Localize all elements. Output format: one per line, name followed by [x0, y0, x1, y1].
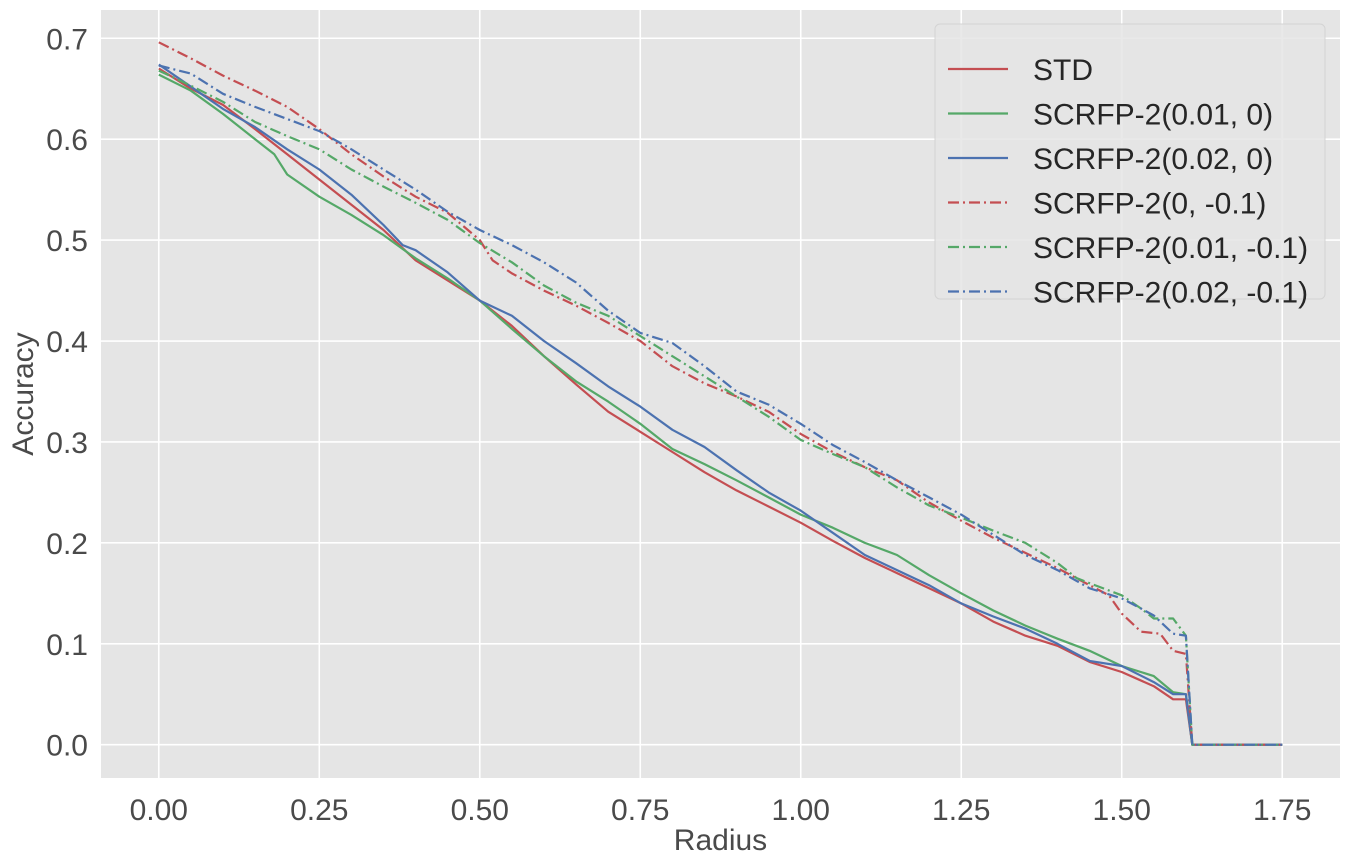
x-tick-label: 1.25: [932, 794, 990, 827]
series-line-4: [158, 41, 1283, 746]
x-tick-label: 1.50: [1093, 794, 1151, 827]
y-tick-label: 0.5: [46, 225, 88, 258]
x-tick-label: 1.75: [1253, 794, 1311, 827]
x-tick-label: 0.25: [290, 794, 348, 827]
legend-label: SCRFP-2(0.01, -0.1): [1033, 232, 1308, 265]
x-tick-label: 0.75: [611, 794, 669, 827]
y-axis-label: Accuracy: [7, 332, 40, 455]
series-line-3: [158, 63, 1283, 746]
legend-label: SCRFP-2(0.02, 0): [1033, 143, 1273, 176]
y-tick-label: 0.0: [46, 730, 88, 763]
y-tick-label: 0.1: [46, 629, 88, 662]
x-tick-label: 0.50: [451, 794, 509, 827]
x-axis-label: Radius: [674, 824, 767, 857]
x-tick-label: 0.00: [130, 794, 188, 827]
series-lines: [158, 41, 1283, 746]
y-tick-label: 0.2: [46, 528, 88, 561]
legend-label: SCRFP-2(0.02, -0.1): [1033, 277, 1308, 310]
legend-label: SCRFP-2(0.01, 0): [1033, 99, 1273, 132]
y-tick-label: 0.3: [46, 427, 88, 460]
series-line-1: [158, 67, 1283, 746]
tick-labels: 0.00 0.25 0.50 0.75 1.00 1.25 1.50 1.75 0.0 0.1 0.…: [46, 23, 1311, 827]
x-tick-label: 1.00: [772, 794, 830, 827]
y-tick-label: 0.7: [46, 23, 88, 56]
legend-label: SCRFP-2(0, -0.1): [1033, 188, 1266, 221]
legend-label: STD: [1033, 54, 1093, 87]
series-line-5: [158, 69, 1283, 746]
y-tick-label: 0.6: [46, 124, 88, 157]
legend-box: [934, 23, 1326, 300]
series-line-6: [158, 64, 1283, 746]
y-tick-label: 0.4: [46, 326, 88, 359]
series-line-2: [158, 73, 1283, 746]
legend: STD SCRFP-2(0.01, 0) SCRFP-2(0.02, 0) SCRFP…: [934, 23, 1326, 310]
